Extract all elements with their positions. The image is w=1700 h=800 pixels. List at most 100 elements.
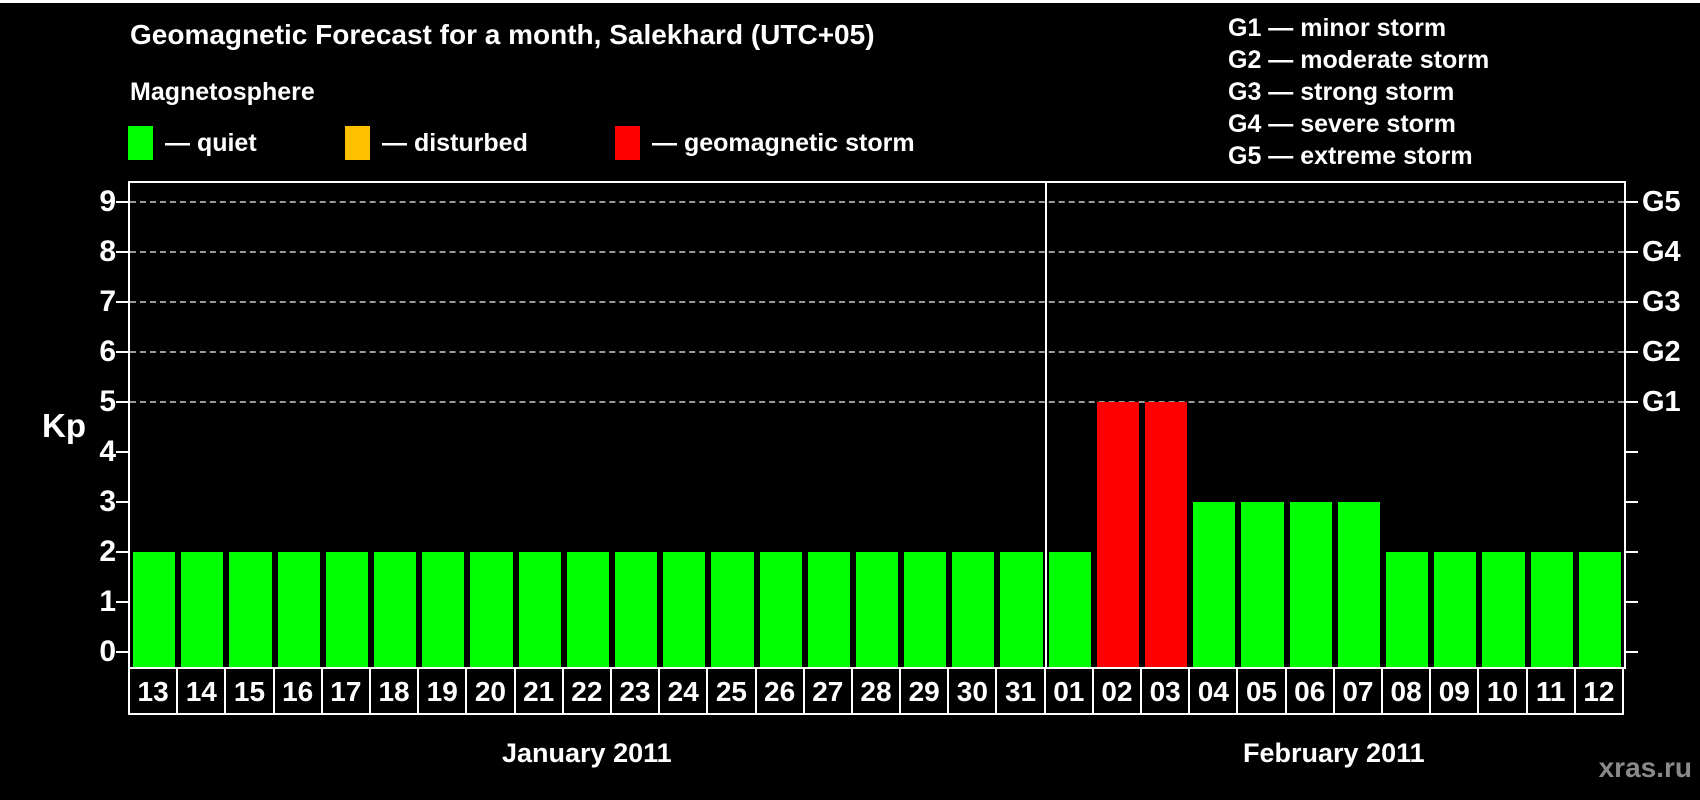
y-tick-7 (116, 301, 128, 303)
gridline-kp8 (130, 251, 1624, 253)
bar-february-07 (1337, 502, 1381, 667)
bar-january-26 (759, 552, 802, 667)
top-border-line (0, 0, 1700, 3)
day-label-february-06: 06 (1284, 667, 1335, 715)
bar-january-29 (904, 552, 947, 667)
bar-february-08 (1386, 552, 1429, 667)
month-separator-line (1044, 183, 1047, 667)
day-label-january-30: 30 (947, 667, 998, 715)
legend-label-disturbed: — disturbed (382, 128, 528, 157)
g-scale-legend-line-2: G2 — moderate storm (1228, 46, 1490, 74)
right-tick-6 (1626, 351, 1638, 353)
bar-january-16 (277, 552, 320, 667)
y-tick-label-5: 5 (99, 385, 116, 418)
bar-february-03 (1145, 402, 1188, 667)
right-tick-7 (1626, 301, 1638, 303)
right-tick-0 (1626, 651, 1638, 653)
bar-january-18 (373, 552, 417, 667)
bar-january-21 (518, 552, 561, 667)
day-label-january-24: 24 (658, 667, 709, 715)
y-tick-2 (116, 551, 128, 553)
day-label-january-20: 20 (465, 667, 516, 715)
day-label-january-21: 21 (513, 667, 564, 715)
bar-january-25 (711, 552, 754, 667)
day-label-january-16: 16 (272, 667, 323, 715)
bar-january-17 (325, 552, 368, 667)
y-tick-label-8: 8 (99, 235, 116, 268)
day-label-february-05: 05 (1236, 667, 1287, 715)
day-label-february-08: 08 (1381, 667, 1432, 715)
day-label-january-19: 19 (417, 667, 468, 715)
chart-title: Geomagnetic Forecast for a month, Salekh… (130, 19, 875, 50)
g-scale-legend-line-3: G3 — strong storm (1228, 78, 1455, 106)
bar-january-28 (855, 552, 899, 667)
bar-january-13 (133, 552, 176, 667)
gridline-kp6 (130, 351, 1624, 353)
day-label-february-09: 09 (1429, 667, 1480, 715)
right-tick-9 (1626, 201, 1638, 203)
g-scale-legend-line-1: G1 — minor storm (1228, 14, 1447, 42)
day-label-january-15: 15 (224, 667, 275, 715)
month-label-january: January 2011 (502, 738, 672, 768)
gridline-kp5 (130, 401, 1624, 403)
day-label-january-23: 23 (609, 667, 661, 715)
right-axis-label-g2: G2 (1642, 336, 1681, 368)
day-label-january-29: 29 (899, 667, 950, 715)
g-scale-legend-line-5: G5 — extreme storm (1228, 142, 1473, 170)
right-axis-label-g3: G3 (1642, 286, 1681, 318)
day-label-february-03: 03 (1140, 667, 1191, 715)
y-tick-label-0: 0 (99, 635, 116, 668)
day-label-february-04: 04 (1188, 667, 1239, 715)
bar-february-02 (1096, 402, 1140, 667)
legend-item-disturbed: — disturbed (345, 126, 528, 160)
day-label-january-13: 13 (128, 667, 179, 715)
right-axis-label-g5: G5 (1642, 186, 1681, 218)
day-label-january-25: 25 (706, 667, 757, 715)
right-tick-8 (1626, 251, 1638, 253)
gridline-kp7 (130, 301, 1624, 303)
y-tick-5 (116, 401, 128, 403)
right-axis-label-g4: G4 (1642, 236, 1681, 268)
magnetosphere-legend-title: Magnetosphere (130, 78, 315, 106)
gridline-kp9 (130, 201, 1624, 203)
bar-january-15 (229, 552, 272, 667)
right-tick-1 (1626, 601, 1638, 603)
y-tick-3 (116, 501, 128, 503)
xras-watermark-link[interactable]: xras.ru (1598, 752, 1692, 783)
bar-january-20 (470, 552, 513, 667)
y-tick-label-3: 3 (99, 485, 116, 518)
day-label-january-14: 14 (176, 667, 227, 715)
month-label-february: February 2011 (1243, 738, 1425, 768)
plot-area (128, 181, 1626, 669)
y-tick-1 (116, 601, 128, 603)
day-label-february-02: 02 (1091, 667, 1143, 715)
bar-february-12 (1578, 552, 1621, 667)
day-label-january-28: 28 (850, 667, 902, 715)
right-axis-label-g1: G1 (1642, 386, 1681, 418)
bar-january-23 (614, 552, 658, 667)
bar-february-06 (1289, 502, 1332, 667)
bar-january-30 (952, 552, 995, 667)
y-tick-label-9: 9 (99, 185, 116, 218)
day-label-january-18: 18 (368, 667, 420, 715)
y-tick-label-1: 1 (99, 585, 116, 618)
day-label-february-10: 10 (1477, 667, 1528, 715)
bar-january-31 (1000, 552, 1043, 667)
g-scale-legend-line-4: G4 — severe storm (1228, 110, 1456, 138)
storm-color-swatch-icon (615, 126, 640, 160)
day-label-february-11: 11 (1525, 667, 1576, 715)
right-tick-4 (1626, 451, 1638, 453)
day-label-january-27: 27 (802, 667, 853, 715)
day-label-february-07: 07 (1332, 667, 1384, 715)
bar-february-01 (1048, 552, 1091, 667)
y-tick-8 (116, 251, 128, 253)
y-tick-label-6: 6 (99, 335, 116, 368)
legend-label-quiet: — quiet (165, 128, 257, 157)
day-label-january-17: 17 (320, 667, 371, 715)
right-tick-2 (1626, 551, 1638, 553)
bar-february-09 (1434, 552, 1477, 667)
day-label-january-22: 22 (561, 667, 612, 715)
y-tick-label-7: 7 (99, 285, 116, 318)
day-label-january-26: 26 (754, 667, 805, 715)
